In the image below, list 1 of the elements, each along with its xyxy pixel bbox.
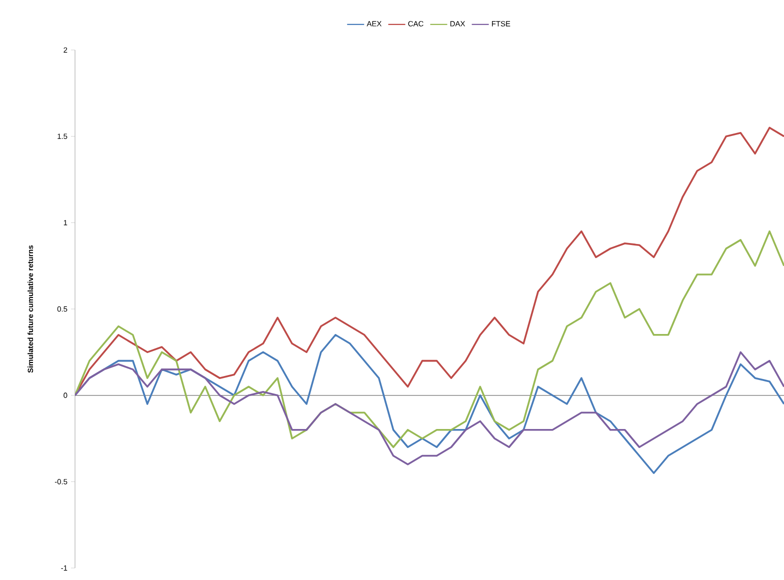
line-series [75,230,784,448]
